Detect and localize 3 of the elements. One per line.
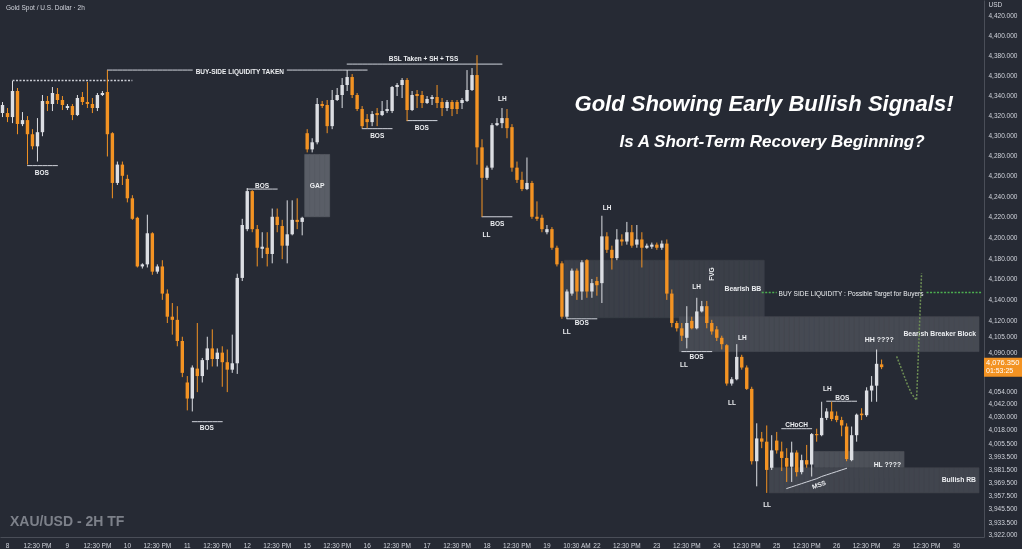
text: Gold Showing Early Bullish Signals!: [574, 91, 954, 116]
annotation: XAU/USD - 2H TF: [10, 513, 125, 529]
text: Is A Short-Term Recovery Beginning?: [619, 132, 926, 151]
